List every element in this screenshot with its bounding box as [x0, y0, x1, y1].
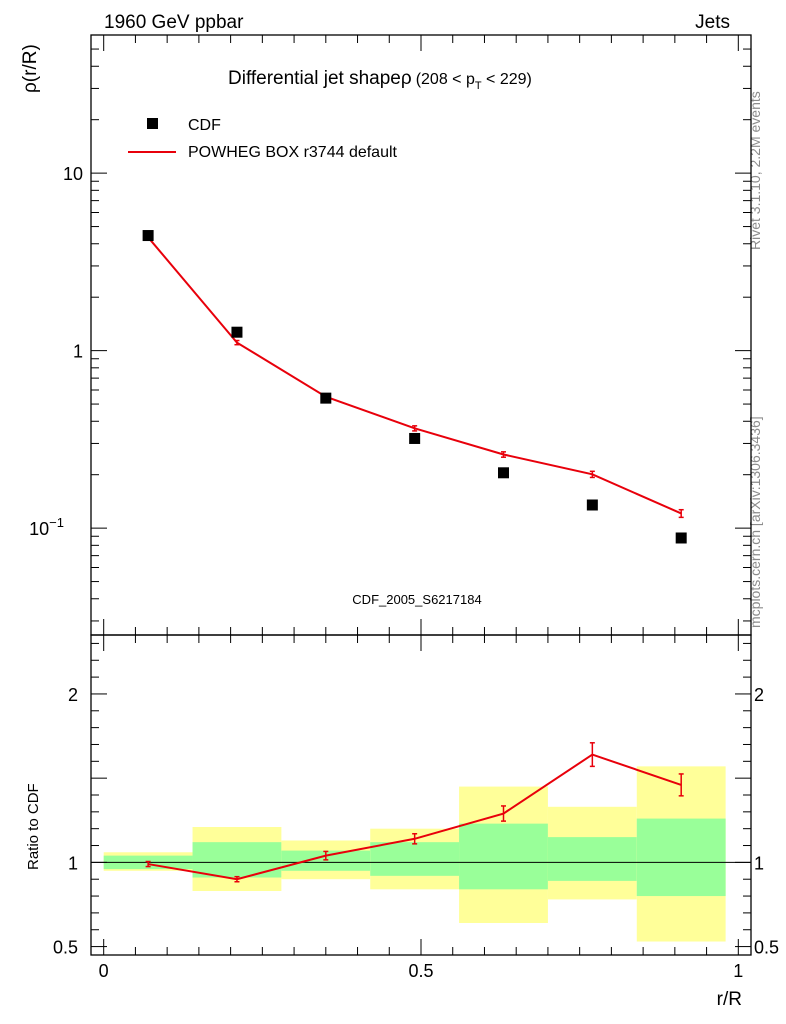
title-range: (208 < p: [416, 71, 475, 88]
mc-curve-line: [147, 236, 682, 515]
title-subscript: T: [475, 80, 482, 92]
ratio-y-tick-label-right: 2: [754, 685, 764, 705]
analysis-watermark: CDF_2005_S6217184: [352, 592, 481, 607]
ratio-y-axis-label: Ratio to CDF: [25, 783, 42, 870]
cdf-data-point: [409, 432, 421, 444]
cdf-data-point: [142, 230, 154, 242]
cdf-data-point: [675, 532, 687, 544]
ratio-y-tick-label-left: 0.5: [53, 938, 78, 958]
main-y-axis-label: ρ(r/R): [20, 44, 41, 93]
main-y-tick-label: 10−1: [29, 515, 64, 539]
legend-mc-label: POWHEG BOX r3744 default: [188, 144, 398, 161]
legend-cdf-label: CDF: [188, 117, 221, 134]
legend-cdf-marker: [147, 118, 158, 129]
title-prefix: Differential jet shape: [228, 68, 401, 89]
main-y-tick-label: 10: [63, 164, 83, 184]
ratio-y-tick-labels: 2 2 1 1 0.5 0.5: [53, 685, 779, 958]
title-range-end: < 229): [482, 71, 532, 88]
title-rho: ρ: [401, 68, 412, 89]
ratio-band-green: [192, 842, 282, 878]
ratio-y-tick-label-right: 1: [754, 853, 764, 873]
mcplots-label: mcplots.cern.ch [arXiv:1306.3436]: [747, 416, 763, 628]
x-tick-labels: 0 0.5 1: [99, 961, 744, 981]
ratio-band-green: [281, 850, 371, 871]
ratio-curve-group: [145, 742, 684, 883]
ratio-axis-ticks: [91, 635, 751, 955]
mc-curve-group: [145, 235, 684, 519]
legend: CDF POWHEG BOX r3744 default: [128, 117, 398, 161]
cdf-data-points: [142, 230, 687, 544]
ratio-uncertainty-bands: [103, 766, 726, 942]
header-energy-label: 1960 GeV ppbar: [104, 12, 244, 33]
main-axis-ticks: [91, 34, 751, 635]
ratio-frame: [90, 634, 752, 956]
ratio-band-green: [370, 842, 460, 876]
cdf-data-point: [320, 392, 332, 404]
tick-label-exponent: −1: [49, 515, 64, 530]
tick-label-base: 10: [29, 519, 49, 539]
cdf-data-point: [231, 326, 243, 338]
ratio-panel: 2 21 10.5 0.5 0 0.5 1 Ratio to CDF r/R: [25, 634, 779, 1010]
ratio-band-green: [547, 837, 637, 881]
x-tick-label: 1: [733, 961, 743, 981]
ratio-band-green: [459, 823, 548, 890]
ratio-y-tick-label-left: 2: [68, 685, 78, 705]
ratio-y-tick-label-left: 1: [68, 853, 78, 873]
x-axis-label: r/R: [717, 989, 742, 1010]
ratio-y-tick-label-right: 0.5: [754, 938, 779, 958]
main-y-tick-label: 1: [73, 342, 83, 362]
x-tick-label: 0.5: [408, 961, 433, 981]
x-tick-label: 0: [99, 961, 109, 981]
header-category-label: Jets: [695, 12, 730, 33]
main-title: Differential jet shapeρ (208 < pT < 229): [228, 68, 532, 92]
cdf-data-point: [586, 499, 598, 511]
cdf-data-point: [498, 467, 509, 479]
ratio-band-green: [636, 818, 726, 897]
